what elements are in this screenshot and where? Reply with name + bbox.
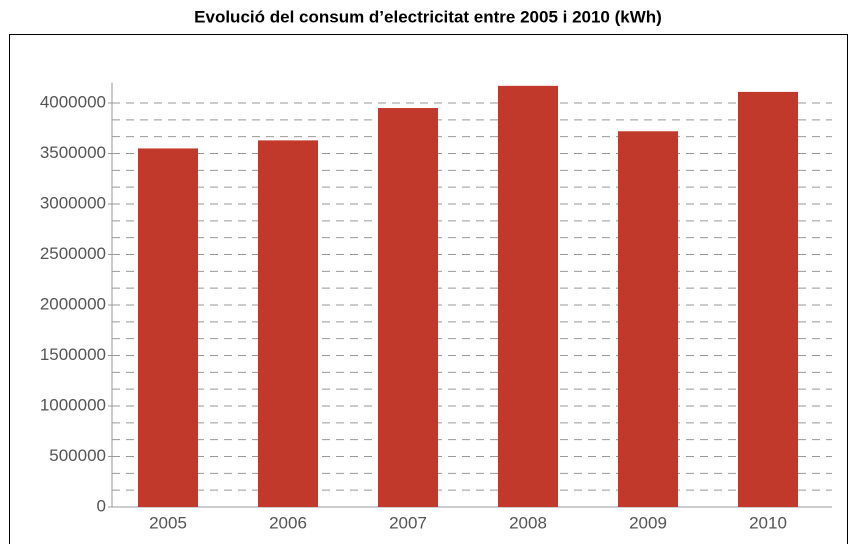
x-tick-label: 2005 bbox=[149, 513, 187, 532]
chart-frame bbox=[9, 34, 848, 544]
y-tick-label: 2000000 bbox=[40, 294, 106, 313]
y-tick-label: 4000000 bbox=[40, 92, 106, 111]
bar bbox=[138, 148, 198, 507]
y-tick-label: 3500000 bbox=[40, 143, 106, 162]
bar bbox=[498, 85, 558, 507]
y-tick-label: 2500000 bbox=[40, 244, 106, 263]
x-tick-label: 2009 bbox=[629, 513, 667, 532]
x-tick-label: 2007 bbox=[389, 513, 427, 532]
y-tick-label: 500000 bbox=[49, 446, 106, 465]
bar bbox=[738, 91, 798, 507]
x-tick-label: 2006 bbox=[269, 513, 307, 532]
bar bbox=[618, 131, 678, 507]
chart-title: Evolució del consum d’electricitat entre… bbox=[194, 7, 662, 26]
x-tick-label: 2008 bbox=[509, 513, 547, 532]
x-tick-label: 2010 bbox=[749, 513, 787, 532]
y-tick-label: 3000000 bbox=[40, 193, 106, 212]
bar bbox=[258, 140, 318, 507]
y-tick-label: 1000000 bbox=[40, 395, 106, 414]
bar bbox=[378, 108, 438, 508]
y-tick-label: 0 bbox=[97, 496, 106, 515]
y-tick-label: 1500000 bbox=[40, 345, 106, 364]
